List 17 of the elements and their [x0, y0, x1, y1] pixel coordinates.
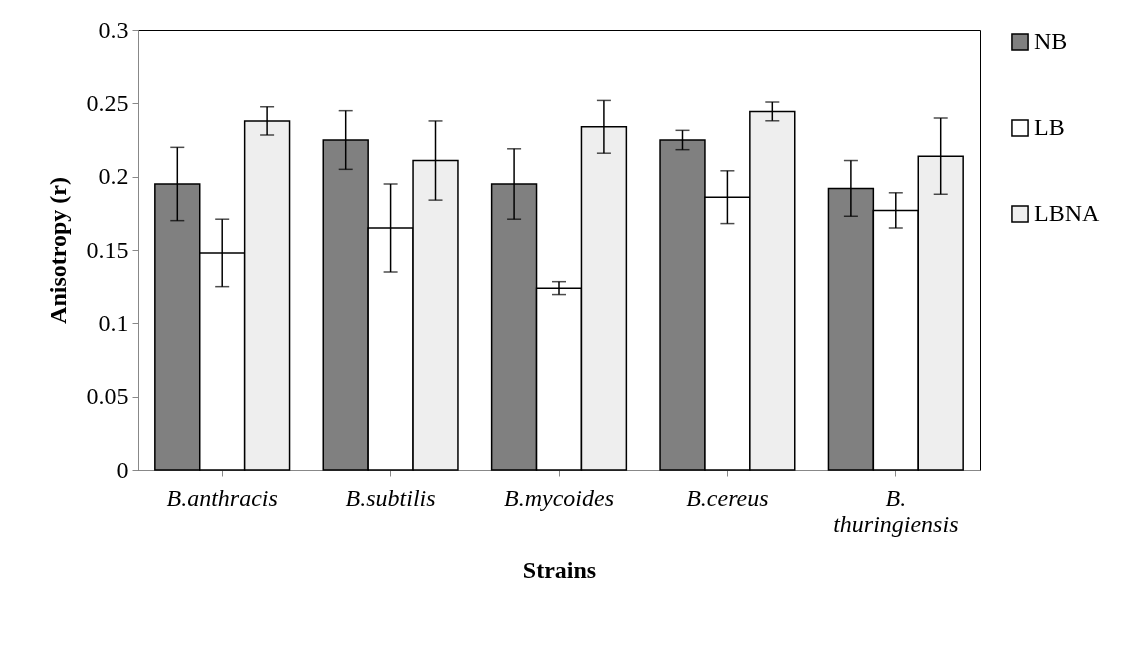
x-axis-title: Strains — [522, 556, 597, 583]
legend-label: LBNA — [1034, 200, 1100, 226]
y-tick-label: 0.25 — [86, 89, 129, 116]
y-tick-label: 0.05 — [86, 383, 129, 410]
x-tick-label: B.cereus — [686, 484, 769, 511]
legend-label: LB — [1034, 114, 1065, 140]
x-tick-label: B. thuringiensis — [833, 484, 959, 537]
x-tick-label: B.mycoides — [504, 484, 614, 511]
y-tick-label: 0.2 — [98, 163, 129, 190]
y-tick-label: 0.3 — [98, 16, 129, 43]
legend-label: NB — [1034, 28, 1068, 54]
y-axis-title: Anisotropy (r) — [44, 177, 71, 324]
y-tick-label: 0 — [116, 456, 129, 483]
y-tick-label: 0.1 — [98, 309, 129, 336]
x-tick-label: B.subtilis — [345, 484, 436, 511]
x-tick-label: B.anthracis — [166, 484, 278, 511]
y-tick-label: 0.15 — [86, 236, 129, 263]
